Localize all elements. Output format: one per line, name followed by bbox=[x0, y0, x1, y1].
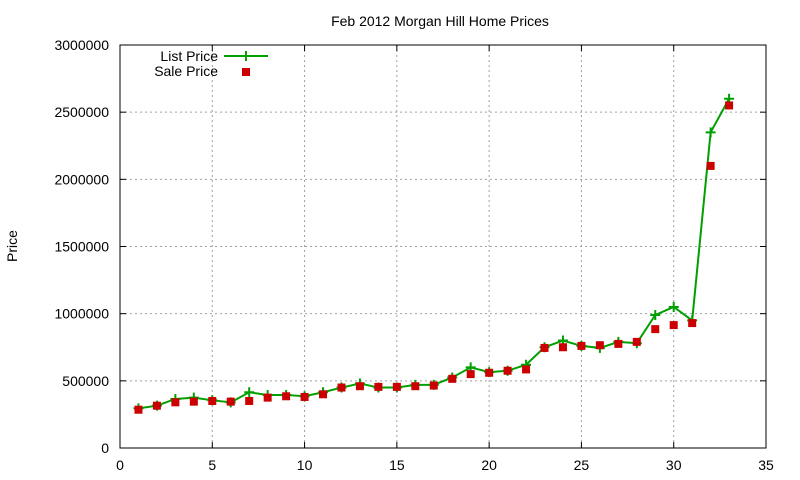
sale-price-point bbox=[429, 381, 438, 390]
sale-price-point bbox=[337, 383, 346, 392]
sale-price-point bbox=[725, 101, 734, 110]
sale-price-point bbox=[300, 392, 309, 401]
y-tick-label: 2000000 bbox=[54, 171, 109, 187]
sale-price-point bbox=[706, 161, 715, 170]
sale-price-point bbox=[319, 390, 328, 399]
sale-price-point bbox=[577, 341, 586, 350]
sale-price-point bbox=[688, 319, 697, 328]
sale-price-point bbox=[355, 382, 364, 391]
legend-marker-list-price bbox=[241, 51, 251, 61]
y-tick-label: 2500000 bbox=[54, 104, 109, 120]
sale-price-point bbox=[392, 382, 401, 391]
sale-price-point bbox=[189, 397, 198, 406]
sale-price-point bbox=[651, 325, 660, 334]
list-price-point bbox=[244, 387, 255, 398]
sale-price-point bbox=[595, 341, 604, 350]
legend: List Price Sale Price bbox=[154, 48, 268, 79]
sale-price-point bbox=[263, 393, 272, 402]
sale-price-point bbox=[522, 365, 531, 374]
sale-price-point bbox=[669, 321, 678, 330]
list-price-point bbox=[705, 127, 716, 138]
sale-price-point bbox=[485, 368, 494, 377]
grid bbox=[120, 45, 766, 448]
x-tick-label: 15 bbox=[389, 457, 405, 473]
legend-label-list-price: List Price bbox=[160, 48, 218, 64]
series-layer bbox=[133, 93, 735, 414]
x-tick-label: 30 bbox=[666, 457, 682, 473]
y-tick-label: 500000 bbox=[62, 373, 109, 389]
sale-price-point bbox=[245, 396, 254, 405]
sale-price-point bbox=[448, 374, 457, 383]
sale-price-point bbox=[152, 401, 161, 410]
sale-price-point bbox=[171, 398, 180, 407]
sale-price-point bbox=[208, 396, 217, 405]
sale-price-point bbox=[226, 397, 235, 406]
sale-price-point bbox=[558, 343, 567, 352]
plot-frame bbox=[119, 44, 767, 449]
y-axis-label: Price bbox=[4, 230, 20, 262]
sale-price-point bbox=[632, 337, 641, 346]
legend-marker-sale-price bbox=[242, 68, 250, 76]
x-tick-label: 5 bbox=[208, 457, 216, 473]
list-price-line bbox=[138, 98, 730, 410]
x-tick-label: 10 bbox=[297, 457, 313, 473]
sale-price-point bbox=[134, 405, 143, 414]
x-tick-label: 25 bbox=[574, 457, 590, 473]
y-tick-label: 0 bbox=[101, 440, 109, 456]
y-tick-label: 1000000 bbox=[54, 306, 109, 322]
sale-price-point bbox=[282, 392, 291, 401]
chart-title: Feb 2012 Morgan Hill Home Prices bbox=[331, 13, 549, 29]
sale-price-point bbox=[614, 339, 623, 348]
sale-price-point bbox=[411, 382, 420, 391]
ticks: 0 5 10 15 20 25 30 35 0 500000 1000000 1500000 20000… bbox=[54, 37, 774, 473]
list-price-point bbox=[668, 301, 679, 312]
sale-price-point bbox=[503, 366, 512, 375]
list-price-point bbox=[650, 310, 661, 321]
legend-label-sale-price: Sale Price bbox=[154, 63, 218, 79]
x-tick-label: 35 bbox=[758, 457, 774, 473]
sale-price-point bbox=[540, 343, 549, 352]
sale-price-point bbox=[466, 370, 475, 379]
y-tick-label: 1500000 bbox=[54, 239, 109, 255]
x-tick-label: 0 bbox=[116, 457, 124, 473]
y-tick-label: 3000000 bbox=[54, 37, 109, 53]
x-tick-label: 20 bbox=[481, 457, 497, 473]
sale-price-point bbox=[374, 382, 383, 391]
